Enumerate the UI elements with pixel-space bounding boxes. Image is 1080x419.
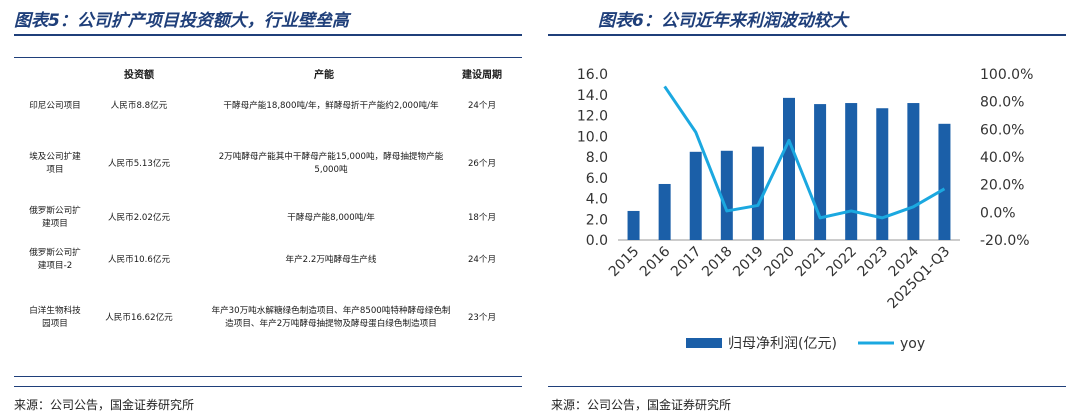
y-left-tick-label: 10.0: [577, 129, 608, 145]
right-figure-title: 图表6：公司近年来利润波动较大: [598, 11, 848, 31]
x-tick-label: 2022: [823, 244, 860, 281]
cell-capacity: 2万吨酵母产能其中干酵母产能15,000吨，酵母抽提物产能5,000吨: [218, 152, 444, 175]
legend-bar-swatch: [686, 338, 722, 348]
y-left-tick-label: 16.0: [577, 67, 608, 83]
y-left-tick-label: 8.0: [586, 150, 608, 166]
cell-period: 24个月: [467, 254, 497, 265]
table-bottom-rule: [14, 376, 522, 377]
y-right-tick-label: 100.0%: [980, 67, 1033, 83]
bar-2020: [783, 97, 795, 240]
y-right-tick-label: 40.0%: [980, 150, 1024, 166]
table-top-rule: [14, 57, 522, 58]
bar-2018: [720, 150, 733, 240]
bar-2021: [814, 104, 827, 241]
y-right-tick-label: 0.0%: [980, 205, 1016, 221]
x-tick-label: 2020: [761, 244, 798, 281]
investment-table: 投资额 产能 建设周期 印尼公司项目 人民币8.8亿元 干酵母产能18,800吨/年…: [14, 52, 522, 382]
bar-2025Q1-Q3: [938, 123, 951, 240]
header-capacity: 产能: [314, 70, 334, 81]
bar-2016: [658, 183, 671, 240]
bar-2015: [627, 210, 640, 240]
left-figure-title: 图表5：公司扩产项目投资额大，行业壁垒高: [14, 11, 349, 31]
cell-period: 24个月: [467, 100, 497, 111]
bar-2017: [689, 151, 702, 240]
left-source: 来源：公司公告，国金证券研究所: [14, 398, 195, 412]
profit-chart: 16.0 14.0 12.0 10.0 8.0 6.0 4.0 2.0 0.0 100.0% 80.…: [577, 67, 1034, 352]
cell-investment: 人民币2.02亿元: [107, 212, 171, 223]
legend-line-label: yoy: [900, 336, 925, 352]
right-title-rule: [548, 34, 1066, 36]
x-tick-label: 2023: [855, 244, 892, 281]
y-left-tick-label: 4.0: [586, 192, 608, 208]
y-left-tick-label: 6.0: [586, 171, 608, 187]
right-source-rule: [548, 386, 1066, 387]
bar-2024: [907, 103, 920, 240]
cell-period: 26个月: [467, 158, 497, 169]
x-tick-label: 2016: [637, 243, 674, 280]
y-right-tick-label: 80.0%: [980, 95, 1024, 111]
x-tick-label: 2017: [668, 244, 705, 281]
header-period: 建设周期: [462, 70, 502, 81]
cell-investment: 人民币5.13亿元: [107, 158, 171, 169]
cell-capacity: 干酵母产能18,800吨/年，鲜酵母折干产能约2,000吨/年: [223, 100, 439, 111]
right-source: 来源：公司公告，国金证券研究所: [551, 398, 732, 412]
bar-2023: [876, 108, 889, 240]
legend-bar-label: 归母净利润(亿元): [728, 335, 837, 352]
x-tick-label: 2019: [730, 244, 767, 281]
left-source-rule: [14, 386, 522, 387]
bar-2022: [845, 103, 858, 240]
x-tick-label: 2018: [699, 244, 736, 281]
y-left-tick-label: 2.0: [586, 212, 608, 228]
cell-project-name: 俄罗斯公司扩建项目: [29, 206, 81, 229]
cell-capacity: 干酵母产能8,000吨/年: [287, 212, 375, 223]
cell-period: 23个月: [467, 312, 497, 323]
y-left-tick-label: 0.0: [586, 233, 608, 249]
cell-capacity: 年产2.2万吨酵母生产线: [285, 254, 377, 265]
cell-project-name: 白洋生物科技园项目: [29, 306, 81, 329]
cell-investment: 人民币10.6亿元: [107, 254, 171, 265]
left-title-rule: [14, 34, 522, 36]
cell-capacity: 年产30万吨水解糖绿色制造项目、年产8500吨特种酵母绿色制造项目、年产2万吨酵…: [211, 306, 451, 329]
cell-project-name: 印尼公司项目: [29, 100, 81, 111]
y-right-tick-label: 20.0%: [980, 178, 1024, 194]
cell-project-name: 俄罗斯公司扩建项目-2: [29, 248, 81, 271]
x-tick-label: 2015: [606, 244, 643, 281]
x-tick-label: 2021: [792, 244, 829, 281]
y-left-tick-label: 14.0: [577, 88, 608, 104]
bar-2019: [751, 146, 764, 240]
yoy-line: [663, 85, 946, 220]
y-right-tick-label: -20.0%: [980, 233, 1030, 249]
cell-investment: 人民币8.8亿元: [110, 100, 168, 111]
header-investment: 投资额: [124, 70, 154, 81]
y-right-tick-label: 60.0%: [980, 122, 1024, 138]
cell-project-name: 埃及公司扩建项目: [29, 152, 81, 175]
y-left-tick-label: 12.0: [577, 109, 608, 125]
cell-period: 18个月: [467, 212, 497, 223]
cell-investment: 人民币16.62亿元: [105, 312, 173, 323]
